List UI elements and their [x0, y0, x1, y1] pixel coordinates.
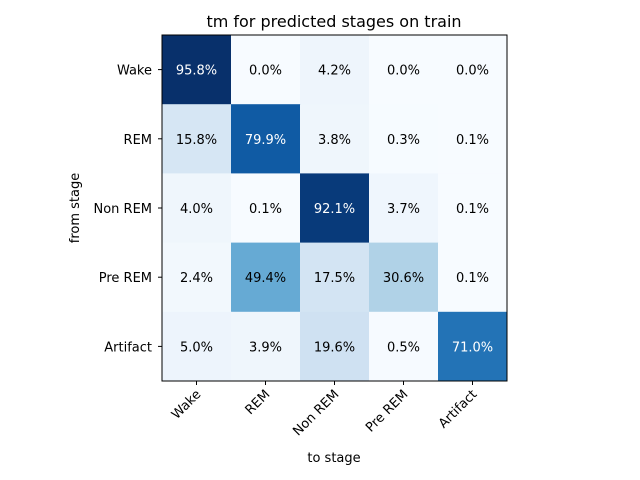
cell-value-label: 79.9%	[245, 133, 286, 148]
heatmap-cell	[300, 242, 370, 313]
heatmap-cell	[162, 173, 232, 244]
cell-value-label: 4.0%	[180, 202, 213, 217]
cell-value-label: 30.6%	[383, 271, 424, 286]
heatmap-cell	[300, 35, 370, 105]
cell-value-label: 0.1%	[249, 202, 282, 217]
heatmap-cell	[438, 311, 508, 382]
chart-title: tm for predicted stages on train	[206, 12, 461, 31]
x-tick-label: Non REM	[290, 387, 342, 439]
cell-value-label: 71.0%	[452, 340, 493, 355]
cell-value-label: 0.5%	[387, 340, 420, 355]
heatmap-cell	[162, 242, 232, 313]
heatmap-cell	[231, 104, 301, 174]
heatmap-cell	[231, 35, 301, 105]
cell-value-label: 0.1%	[456, 133, 489, 148]
cell-value-label: 5.0%	[180, 340, 213, 355]
cell-value-label: 0.0%	[387, 64, 420, 79]
x-tick-label: REM	[243, 387, 274, 418]
cell-value-label: 0.0%	[249, 64, 282, 79]
x-tick-label: Wake	[169, 387, 204, 422]
heatmap-cell	[369, 35, 439, 105]
cell-value-label: 0.1%	[456, 271, 489, 286]
cell-value-label: 0.3%	[387, 133, 420, 148]
heatmap-cell	[300, 104, 370, 174]
heatmap-cell	[369, 311, 439, 382]
heatmap-cell	[231, 242, 301, 313]
heatmap-cell	[438, 104, 508, 174]
heatmap-cells: 95.8% 0.0% 4.2% 0.0% 0.0% 15.8% 79.9% 3.8% 0.3% 0…	[162, 35, 508, 382]
cell-value-label: 2.4%	[180, 271, 213, 286]
heatmap-cell	[369, 104, 439, 174]
heatmap-cell	[438, 173, 508, 244]
y-tick-label: Artifact	[104, 340, 152, 355]
cell-value-label: 3.7%	[387, 202, 420, 217]
cell-value-label: 3.9%	[249, 340, 282, 355]
x-tick-label: Artifact	[436, 387, 480, 431]
heatmap-cell	[231, 173, 301, 244]
y-tick-label: REM	[124, 133, 152, 148]
x-axis: Wake REM Non REM Pre REM Artifact	[169, 381, 480, 439]
cell-value-label: 0.0%	[456, 64, 489, 79]
y-axis-label: from stage	[68, 173, 83, 243]
heatmap-cell	[438, 242, 508, 313]
cell-value-label: 0.1%	[456, 202, 489, 217]
heatmap-cell	[300, 173, 370, 244]
cell-value-label: 92.1%	[314, 202, 355, 217]
cell-value-label: 17.5%	[314, 271, 355, 286]
heatmap-cell	[438, 35, 508, 105]
y-tick-label: Non REM	[93, 202, 152, 217]
heatmap-cell	[162, 35, 232, 105]
x-axis-label: to stage	[307, 451, 360, 466]
cell-value-label: 4.2%	[318, 64, 351, 79]
heatmap-cell	[300, 311, 370, 382]
cell-value-label: 15.8%	[176, 133, 217, 148]
heatmap-cell	[162, 104, 232, 174]
heatmap-cell	[162, 311, 232, 382]
y-tick-label: Wake	[117, 64, 152, 79]
heatmap-cell	[369, 173, 439, 244]
y-tick-label: Pre REM	[99, 271, 152, 286]
y-axis: Wake REM Non REM Pre REM Artifact	[93, 64, 162, 355]
x-tick-label: Pre REM	[363, 387, 411, 435]
heatmap-cell	[231, 311, 301, 382]
cell-value-label: 19.6%	[314, 340, 355, 355]
cell-value-label: 95.8%	[176, 64, 217, 79]
cell-value-label: 3.8%	[318, 133, 351, 148]
heatmap-cell	[369, 242, 439, 313]
cell-value-label: 49.4%	[245, 271, 286, 286]
